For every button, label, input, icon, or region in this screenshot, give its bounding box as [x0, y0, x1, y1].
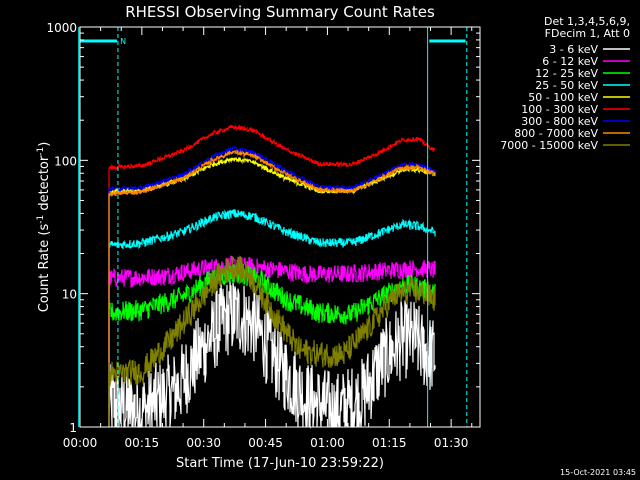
- legend-label: 12 - 25 keV: [535, 67, 598, 80]
- legend-label: 50 - 100 keV: [528, 91, 598, 104]
- legend: Det 1,3,4,5,6,9,FDecim 1, Att 0 3 - 6 keV…: [500, 15, 630, 152]
- ylabel-text: detector: [37, 155, 52, 215]
- legend-label: 300 - 800 keV: [521, 115, 598, 128]
- series-trace: [108, 262, 436, 427]
- series-trace: [108, 280, 436, 429]
- series-trace: [108, 209, 436, 427]
- legend-label: 25 - 50 keV: [535, 79, 598, 92]
- series-6: [108, 123, 436, 427]
- x-tick-label: 00:30: [186, 436, 221, 450]
- ylabel-text: ): [37, 142, 52, 147]
- y-tick-label: 10: [62, 288, 77, 302]
- series-trace: [108, 255, 436, 427]
- x-tick-label: 00:15: [125, 436, 160, 450]
- series-8: [108, 149, 436, 427]
- x-axis-title: Start Time (17-Jun-10 23:59:22): [176, 456, 384, 471]
- legend-label: 100 - 300 keV: [521, 103, 598, 116]
- night-bar-label: N: [120, 37, 126, 46]
- legend-label: 7000 - 15000 keV: [500, 139, 598, 152]
- ylabel-exponent: -1: [36, 147, 46, 156]
- series-trace: [108, 145, 436, 427]
- x-tick-label: 00:45: [248, 436, 283, 450]
- x-tick-label: 00:00: [63, 436, 98, 450]
- series-2: [108, 255, 436, 427]
- legend-header-line: Det 1,3,4,5,6,9,: [544, 15, 630, 28]
- legend-label: 3 - 6 keV: [549, 43, 598, 56]
- y-axis-title: Count Rate (s-1 detector-1): [36, 142, 52, 313]
- series-trace: [108, 255, 436, 427]
- legend-label: 6 - 12 keV: [542, 55, 598, 68]
- series-1: [108, 280, 436, 429]
- series-trace: [108, 149, 436, 427]
- axes: 1 10 100 1000 00:00 00:15 00:30 00:45 01:00 01:15…: [46, 21, 480, 450]
- x-tick-label: 01:30: [434, 436, 469, 450]
- x-tick-label: 01:00: [310, 436, 345, 450]
- series-trace: [108, 123, 436, 427]
- timestamp: 15-Oct-2021 03:45: [560, 468, 636, 477]
- ylabel-exponent: -1: [36, 215, 46, 224]
- chart-title: RHESSI Observing Summary Count Rates: [125, 3, 435, 21]
- x-tick-label: 01:15: [372, 436, 407, 450]
- plot-area: N: [78, 27, 468, 429]
- y-tick-label: 1000: [46, 21, 77, 35]
- y-tick-label: 100: [54, 154, 77, 168]
- series-3: [108, 262, 436, 427]
- y-tick-label: 1: [69, 421, 77, 435]
- series-4: [108, 209, 436, 427]
- plot-frame: [79, 26, 481, 428]
- legend-label: 800 - 7000 keV: [514, 127, 598, 140]
- ylabel-text: Count Rate (s: [37, 224, 52, 313]
- series-9: [108, 255, 436, 427]
- legend-header-line: FDecim 1, Att 0: [545, 27, 630, 40]
- series-7: [108, 145, 436, 427]
